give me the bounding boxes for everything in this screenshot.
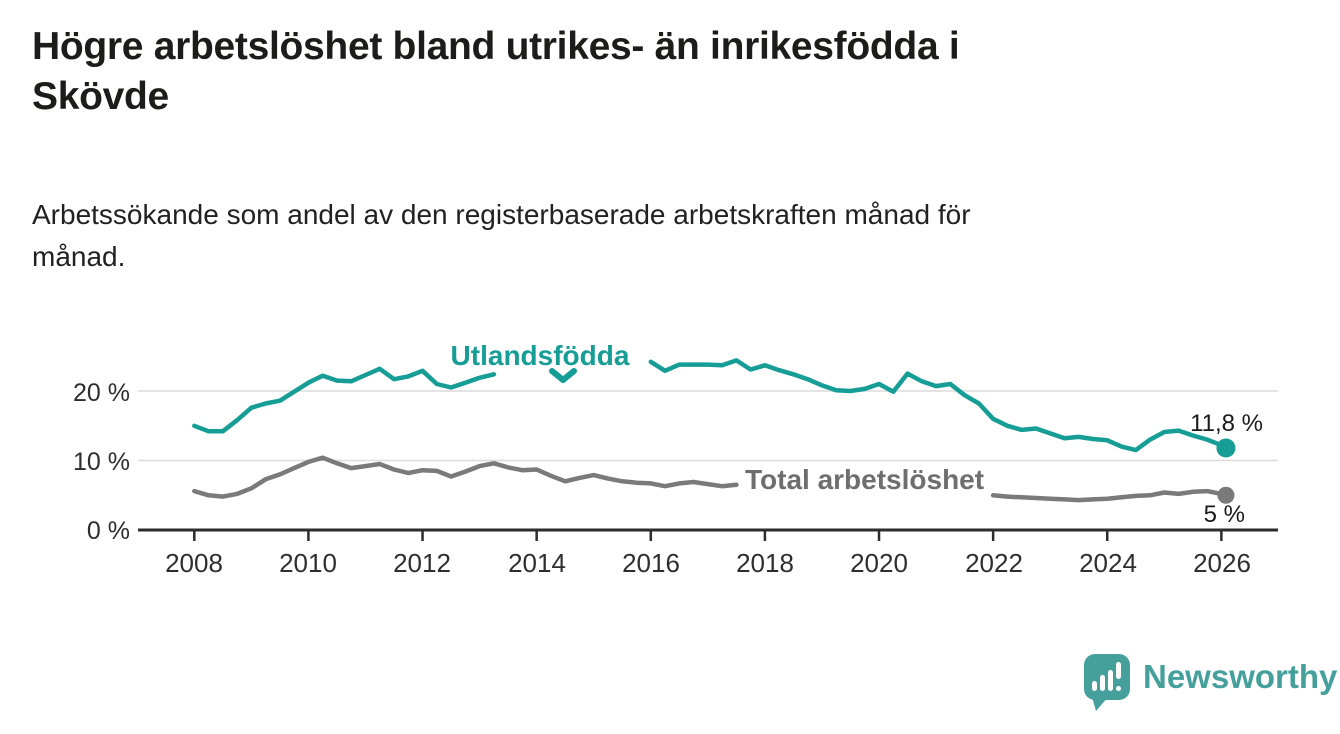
page-title-line2: Skövde	[32, 75, 169, 118]
series-label-utlandsfodda: Utlandsfödda	[450, 340, 630, 371]
series-label-total-arbetsloshet: Total arbetslöshet	[745, 464, 985, 495]
value-label-utlandsfodda: 11,8 %	[1190, 410, 1263, 437]
x-tick-label-2014: 2014	[508, 548, 566, 578]
utlandsfodda-pointer-icon	[549, 368, 577, 383]
x-tick-label-2026: 2026	[1193, 548, 1251, 578]
x-tick-label-2020: 2020	[850, 548, 908, 578]
chart-subtitle-line1: Arbetssökande som andel av den registerb…	[32, 199, 971, 230]
x-tick-label-2012: 2012	[393, 548, 451, 578]
newsworthy-logo-icon	[1084, 654, 1130, 711]
x-tick-label-2018: 2018	[736, 548, 794, 578]
y-tick-label-10: 10 %	[73, 448, 130, 476]
page-title: Högre arbetslöshet bland utrikes- än inr…	[32, 22, 1212, 122]
y-tick-label-20: 20 %	[73, 379, 130, 407]
chart-subtitle-line2: månad.	[32, 241, 126, 272]
value-label-total: 5 %	[1203, 501, 1245, 528]
x-tick-label-2008: 2008	[165, 548, 223, 578]
newsworthy-wordmark: Newsworthy	[1143, 658, 1338, 695]
x-tick-label-2010: 2010	[279, 548, 337, 578]
page-title-line1: Högre arbetslöshet bland utrikes- än inr…	[32, 25, 960, 68]
x-tick-label-2016: 2016	[622, 548, 680, 578]
unemployment-line-chart	[138, 358, 1278, 541]
chart-subtitle: Arbetssökande som andel av den registerb…	[32, 194, 1232, 278]
newsworthy-logo: Newsworthy	[1084, 654, 1337, 714]
x-tick-label-2024: 2024	[1079, 548, 1137, 578]
y-tick-label-0: 0 %	[86, 517, 130, 545]
x-tick-label-2022: 2022	[965, 548, 1023, 578]
